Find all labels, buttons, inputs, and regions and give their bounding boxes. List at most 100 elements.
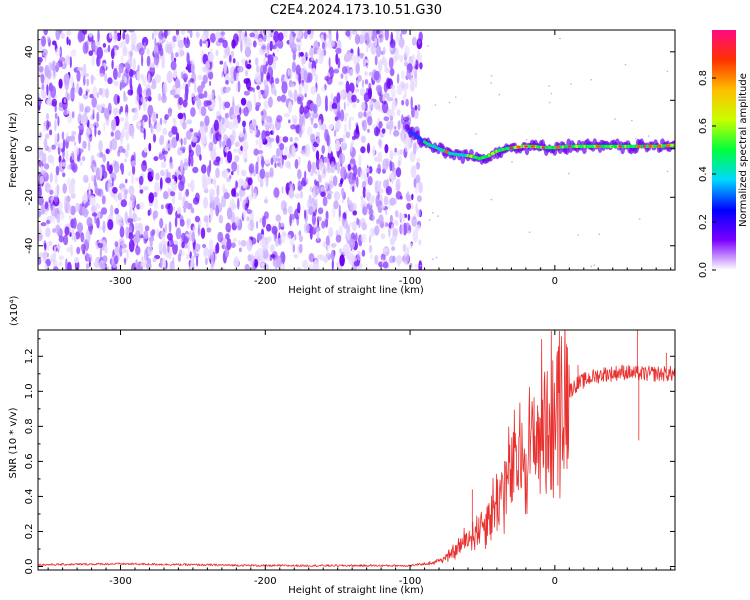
noise-blob bbox=[143, 128, 146, 140]
noise-blob bbox=[204, 115, 210, 126]
noise-blob bbox=[367, 128, 370, 133]
noise-blob bbox=[289, 183, 294, 192]
noise-blob bbox=[199, 120, 204, 128]
noise-blob bbox=[199, 154, 202, 161]
noise-blob bbox=[309, 227, 313, 240]
noise-blob bbox=[311, 67, 316, 77]
noise-blob bbox=[56, 183, 60, 197]
noise-blob bbox=[97, 30, 100, 42]
snr-xtick-label: -100 bbox=[399, 576, 422, 587]
noise-blob bbox=[267, 54, 274, 66]
noise-blob bbox=[124, 258, 127, 266]
noise-blob bbox=[358, 34, 365, 45]
noise-blob bbox=[134, 46, 139, 53]
noise-blob bbox=[171, 125, 178, 135]
noise-blob bbox=[291, 61, 296, 73]
noise-blob bbox=[201, 34, 207, 42]
noise-blob bbox=[140, 73, 144, 81]
noise-blob bbox=[262, 247, 269, 259]
noise-blob bbox=[226, 238, 232, 251]
trace-hot bbox=[509, 146, 514, 150]
noise-blob bbox=[325, 103, 328, 112]
spectrogram-noise-blobs bbox=[38, 30, 423, 270]
noise-blob bbox=[103, 122, 106, 132]
noise-blob bbox=[70, 160, 76, 171]
stray-speckle bbox=[550, 92, 553, 95]
noise-blob bbox=[362, 186, 366, 199]
noise-blob bbox=[99, 166, 103, 179]
noise-blob bbox=[235, 180, 238, 189]
noise-blob bbox=[65, 258, 68, 270]
noise-blob bbox=[296, 213, 300, 226]
noise-blob bbox=[210, 148, 217, 161]
noise-blob bbox=[85, 91, 88, 96]
noise-blob bbox=[384, 144, 389, 154]
noise-blob bbox=[240, 40, 243, 53]
noise-blob bbox=[91, 55, 95, 67]
spectrogram-xtick-label: -200 bbox=[254, 276, 277, 287]
noise-blob bbox=[361, 79, 365, 88]
noise-blob bbox=[62, 172, 66, 178]
noise-blob bbox=[260, 71, 264, 83]
noise-blob bbox=[219, 60, 224, 65]
noise-blob bbox=[379, 30, 384, 43]
noise-blob bbox=[111, 59, 114, 70]
noise-blob bbox=[359, 53, 364, 60]
noise-blob bbox=[316, 95, 322, 108]
noise-blob bbox=[375, 180, 379, 185]
noise-blob bbox=[351, 220, 358, 232]
noise-blob bbox=[98, 87, 103, 96]
noise-blob bbox=[93, 122, 99, 129]
noise-blob bbox=[256, 64, 260, 74]
noise-blob bbox=[81, 113, 86, 123]
noise-blob bbox=[380, 233, 386, 240]
noise-blob bbox=[97, 242, 104, 249]
noise-blob bbox=[53, 214, 56, 225]
noise-blob bbox=[365, 189, 370, 197]
noise-blob bbox=[150, 230, 155, 237]
noise-blob bbox=[384, 30, 389, 41]
colorbar: 0.0 0.2 0.4 0.6 0.8 Normalized spectral ampl… bbox=[698, 30, 749, 278]
noise-blob bbox=[136, 95, 140, 102]
noise-blob bbox=[214, 244, 218, 255]
noise-blob bbox=[162, 150, 168, 155]
noise-blob bbox=[197, 74, 203, 81]
noise-blob bbox=[155, 122, 162, 133]
noise-blob bbox=[276, 115, 283, 123]
noise-blob bbox=[367, 176, 373, 186]
noise-blob bbox=[177, 112, 184, 120]
noise-blob bbox=[303, 69, 308, 82]
trace-peak bbox=[656, 144, 662, 148]
noise-blob bbox=[281, 81, 288, 94]
noise-blob bbox=[279, 222, 285, 228]
noise-blob bbox=[232, 101, 235, 109]
noise-blob bbox=[366, 142, 371, 154]
noise-blob bbox=[58, 235, 64, 243]
noise-blob bbox=[169, 191, 176, 197]
spectrogram-ytick-label: 40 bbox=[24, 45, 35, 58]
noise-blob bbox=[411, 202, 414, 210]
noise-blob bbox=[224, 112, 229, 119]
noise-blob bbox=[207, 175, 212, 185]
noise-blob bbox=[363, 111, 367, 118]
noise-blob bbox=[119, 245, 123, 257]
noise-blob bbox=[194, 252, 200, 259]
noise-blob bbox=[396, 108, 401, 116]
noise-blob bbox=[215, 204, 220, 217]
noise-blob bbox=[186, 119, 193, 125]
noise-blob bbox=[170, 60, 177, 71]
noise-blob bbox=[217, 231, 224, 243]
noise-blob bbox=[369, 102, 372, 114]
noise-blob bbox=[142, 186, 149, 191]
noise-blob bbox=[245, 78, 251, 90]
noise-blob bbox=[316, 254, 323, 260]
noise-blob bbox=[125, 130, 129, 141]
noise-blob bbox=[277, 39, 284, 49]
noise-blob bbox=[378, 138, 382, 147]
noise-blob bbox=[209, 33, 216, 43]
noise-blob bbox=[389, 237, 395, 246]
noise-blob bbox=[397, 120, 401, 131]
spectrogram-ylabel: Frequency (Hz) bbox=[8, 112, 19, 188]
noise-blob bbox=[243, 106, 249, 117]
